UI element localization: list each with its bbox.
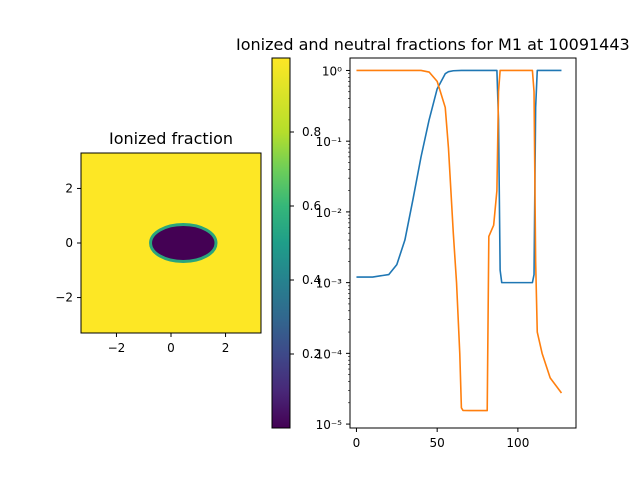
heatmap-panel: Ionized fraction −2 0 2 −2 0 2: [55, 129, 262, 355]
heatmap-ionized-region: [149, 222, 218, 264]
heatmap-y-tick-label: 0: [65, 236, 73, 250]
colorbar-tick-label: 0.6: [302, 199, 321, 213]
heatmap-y-tick-label: 2: [65, 181, 73, 195]
heatmap-x-tick-label: −2: [108, 341, 126, 355]
colorbar-tick-label: 0.2: [302, 347, 321, 361]
line-y-tick-label: 10⁻³: [316, 277, 343, 291]
colorbar-ticks: 0.2 0.4 0.6 0.8: [290, 125, 321, 361]
colorbar-gradient: [271, 57, 291, 429]
line-chart-title: Ionized and neutral fractions for M1 at …: [236, 35, 630, 54]
line-y-tick-label: 10⁻⁵: [316, 418, 343, 432]
line-y-tick-label: 10⁻²: [316, 206, 343, 220]
heatmap-y-tick-label: −2: [55, 291, 73, 305]
line-series-2: [356, 69, 563, 412]
line-x-tick-label: 100: [506, 436, 529, 450]
heatmap-title: Ionized fraction: [109, 129, 233, 148]
line-panel: Ionized and neutral fractions for M1 at …: [236, 35, 630, 450]
line-x-tick-label: 50: [430, 436, 445, 450]
heatmap-x-tick-label: 2: [222, 341, 230, 355]
heatmap-y-axis: −2 0 2: [55, 181, 81, 305]
line-chart-x-axis: 0 50 100: [353, 428, 529, 450]
line-y-tick-label: 10⁻¹: [316, 135, 343, 149]
heatmap-x-tick-label: 0: [167, 341, 175, 355]
line-x-tick-label: 0: [353, 436, 361, 450]
colorbar-tick-label: 0.8: [302, 125, 321, 139]
line-series-group: [356, 69, 563, 412]
line-y-tick-label: 10⁰: [322, 64, 342, 78]
colorbar: 0.2 0.4 0.6 0.8: [271, 57, 321, 429]
line-chart-y-axis: 10⁻⁵ 10⁻⁴ 10⁻³ 10⁻² 10⁻¹ 10⁰: [316, 64, 350, 432]
colorbar-tick-label: 0.4: [302, 273, 321, 287]
heatmap-x-axis: −2 0 2: [108, 333, 230, 355]
line-chart-frame: [349, 57, 577, 429]
line-y-tick-label: 10⁻⁴: [316, 347, 343, 361]
line-series-1: [356, 69, 562, 284]
